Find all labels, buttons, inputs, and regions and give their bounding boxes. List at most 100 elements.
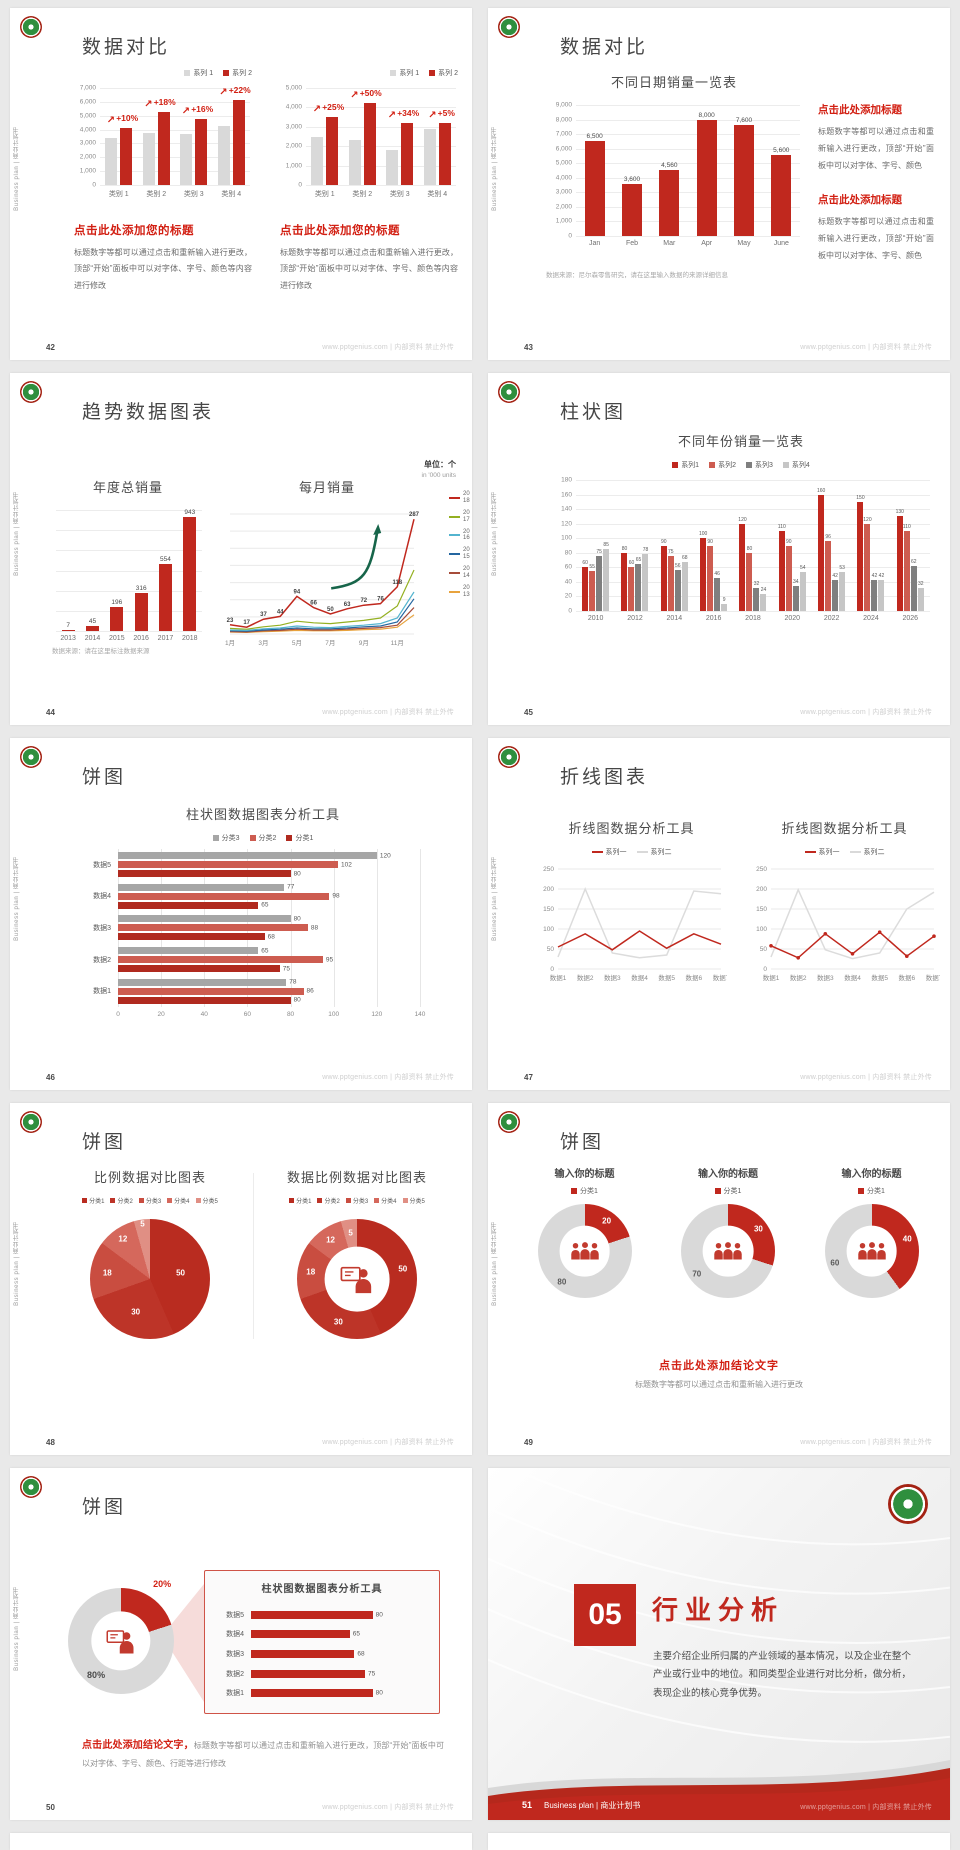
svg-text:23: 23 bbox=[227, 618, 234, 624]
page-title: 饼图 bbox=[560, 1132, 605, 1153]
chart-columns: 折线图数据分析工具 系列一 系列二 250 200 150 100 50 0 数据1 数据2 数据… bbox=[536, 818, 940, 983]
horizontal-bar-chart: 0 20 40 60 80 100 120 140 数据5 120 102 80 数据4 77 98 65 数据… bbox=[76, 847, 450, 1023]
slide-51[interactable]: 05 行业分析 主要介绍企业所归属的产业领域的基本情况，以及企业在整个产业或行业… bbox=[488, 1468, 950, 1820]
footer-watermark: www.pptgenius.com | 内部资料 禁止外传 bbox=[800, 709, 932, 716]
company-logo-icon bbox=[20, 1476, 42, 1498]
bar-chart-comparison-left: 7,000 6,000 5,000 4,000 3,000 2,000 1,000 0 ↗+10… bbox=[79, 84, 251, 199]
side-watermark: Business plan | 商业计划书 bbox=[14, 491, 20, 576]
conclusion-heading: 点击此处添加结论文字 bbox=[659, 1360, 779, 1372]
chart-title: 数据比例数据对比图表 bbox=[286, 1170, 427, 1185]
company-logo-icon bbox=[20, 746, 42, 768]
donut-chart: 50 30 18 12 5 bbox=[297, 1219, 417, 1339]
analysis-box: 柱状图数据图表分析工具 数据5 80 数据4 65 数据3 68 数据2 75 数据1 80 bbox=[204, 1570, 440, 1714]
svg-text:数据2: 数据2 bbox=[577, 973, 594, 982]
company-logo-icon bbox=[20, 1111, 42, 1133]
svg-text:94: 94 bbox=[294, 589, 301, 595]
svg-text:66: 66 bbox=[310, 601, 317, 607]
footer-watermark: www.pptgenius.com | 内部资料 禁止外传 bbox=[800, 1439, 932, 1446]
chart-legend: 分类1 bbox=[662, 1186, 795, 1196]
page-title: 饼图 bbox=[82, 1132, 127, 1153]
page-number: 49 bbox=[524, 1438, 533, 1447]
mini-bar-chart: 数据5 80 数据4 65 数据3 68 数据2 75 数据1 80 bbox=[226, 1610, 383, 1698]
column-divider bbox=[253, 1173, 254, 1339]
svg-text:50: 50 bbox=[760, 946, 768, 953]
section-heading: 点击此处添加您的标题 bbox=[74, 225, 194, 237]
footer-watermark: www.pptgenius.com | 内部资料 禁止外传 bbox=[322, 709, 454, 716]
slide-50[interactable]: Business plan | 商业计划书 饼图 20% 80% 柱状图数据图表分… bbox=[10, 1468, 472, 1820]
page-number: 45 bbox=[524, 708, 533, 717]
footer-watermark: www.pptgenius.com | 内部资料 禁止外传 bbox=[322, 1804, 454, 1811]
company-logo-icon bbox=[498, 381, 520, 403]
footer-watermark: www.pptgenius.com | 内部资料 禁止外传 bbox=[800, 1074, 932, 1081]
chart-legend: 系列 1 系列 2 bbox=[280, 68, 458, 78]
svg-text:数据3: 数据3 bbox=[817, 973, 834, 982]
chart-block: 不同日期销量一览表 9,000 8,000 7,000 6,000 5,000 4,000… bbox=[546, 72, 802, 279]
conclusion-lead: 点击此处添加结论文字， bbox=[82, 1740, 194, 1751]
svg-text:数据5: 数据5 bbox=[871, 973, 888, 982]
page-number: 43 bbox=[524, 343, 533, 352]
svg-text:数据1: 数据1 bbox=[763, 973, 780, 982]
slide-45[interactable]: Business plan | 商业计划书 柱状图 不同年份销量一览表 系列1 系… bbox=[488, 373, 950, 725]
svg-text:数据4: 数据4 bbox=[844, 973, 861, 982]
svg-text:50: 50 bbox=[327, 607, 334, 613]
side-watermark: Business plan | 商业计划书 bbox=[492, 856, 498, 941]
company-logo-icon bbox=[498, 1111, 520, 1133]
page-title: 折线图表 bbox=[560, 767, 649, 788]
svg-text:9月: 9月 bbox=[359, 639, 369, 647]
svg-text:数据7: 数据7 bbox=[713, 973, 727, 982]
chart-columns: 系列 1 系列 2 7,000 6,000 5,000 4,000 3,000 2,000 1… bbox=[74, 68, 460, 294]
chart-title: 不同日期销量一览表 bbox=[610, 75, 737, 90]
pie-chart: 50 30 18 12 5 bbox=[90, 1219, 210, 1339]
section-title: 行业分析 bbox=[652, 1595, 785, 1625]
svg-text:数据7: 数据7 bbox=[926, 973, 940, 982]
section-number: 05 bbox=[574, 1584, 636, 1646]
grouped-bar-chart-yearly: 180 160 140 120 100 80 60 40 20 0 60 55 75 85 2010 80 60… bbox=[561, 476, 932, 628]
block-title: 输入你的标题 bbox=[841, 1169, 902, 1180]
donut-block-1: 输入你的标题 分类1 20 80 bbox=[518, 1165, 651, 1298]
svg-text:118: 118 bbox=[392, 580, 402, 586]
svg-text:11月: 11月 bbox=[391, 639, 404, 647]
page-title: 饼图 bbox=[82, 1497, 127, 1518]
svg-text:17: 17 bbox=[243, 620, 250, 626]
side-watermark: Business plan | 商业计划书 bbox=[14, 856, 20, 941]
donut-block-2: 输入你的标题 分类1 30 70 bbox=[662, 1165, 795, 1298]
page-number: 46 bbox=[46, 1073, 55, 1082]
slide-43[interactable]: Business plan | 商业计划书 数据对比 不同日期销量一览表 9,0… bbox=[488, 8, 950, 360]
slide-42[interactable]: Business plan | 商业计划书 数据对比 系列 1 系列 2 7,00… bbox=[10, 8, 472, 360]
side-watermark: Business plan | 商业计划书 bbox=[492, 126, 498, 211]
svg-text:5月: 5月 bbox=[292, 639, 302, 647]
section-heading: 点击此处添加标题 bbox=[818, 104, 902, 116]
donut-block-3: 输入你的标题 分类1 40 60 bbox=[805, 1165, 938, 1298]
placeholder-text: 标题数字等都可以通过点击和重新输入进行更改，顶部“开始”面板中可以对字体、字号、… bbox=[818, 217, 934, 260]
svg-text:63: 63 bbox=[344, 602, 351, 608]
svg-text:44: 44 bbox=[277, 609, 284, 615]
line-chart-block-left: 折线图数据分析工具 系列一 系列二 250 200 150 100 50 0 数据1 数据2 数据… bbox=[536, 818, 727, 983]
slide-48[interactable]: Business plan | 商业计划书 饼图 比例数据对比图表 分类1 分类2… bbox=[10, 1103, 472, 1455]
slide-44[interactable]: Business plan | 商业计划书 趋势数据图表 单位：个 in '00… bbox=[10, 373, 472, 725]
chart-legend: 系列1 系列2 系列3 系列4 bbox=[550, 460, 932, 470]
conclusion-body: 标题数字等都可以通过点击和重新输入进行更改，顶部“开始”面板中可以对字体、字号、… bbox=[82, 1741, 444, 1768]
svg-text:0: 0 bbox=[550, 966, 554, 973]
company-logo-icon bbox=[498, 16, 520, 38]
slide-49[interactable]: Business plan | 商业计划书 饼图 输入你的标题 分类1 20 80… bbox=[488, 1103, 950, 1455]
block-title: 输入你的标题 bbox=[554, 1169, 615, 1180]
svg-text:37: 37 bbox=[260, 612, 267, 618]
presenter-icon bbox=[340, 1266, 372, 1294]
chart-block: 柱状图数据图表分析工具 分类3 分类2 分类1 0 20 40 60 80 100 120 140… bbox=[76, 804, 450, 1023]
company-logo-icon bbox=[498, 746, 520, 768]
svg-text:76: 76 bbox=[377, 597, 384, 603]
slide-46[interactable]: Business plan | 商业计划书 饼图 柱状图数据图表分析工具 分类3… bbox=[10, 738, 472, 1090]
line-chart-block-right: 折线图数据分析工具 系列一 系列二 250 200 150 100 50 0 数据1 数据2 数据… bbox=[749, 818, 940, 983]
slide-47[interactable]: Business plan | 商业计划书 折线图表 折线图数据分析工具 系列一… bbox=[488, 738, 950, 1090]
side-watermark: Business plan | 商业计划书 bbox=[492, 1221, 498, 1306]
placeholder-text: 标题数字等都可以通过点击和重新输入进行更改 bbox=[635, 1380, 803, 1389]
conclusion-text: 点击此处添加结论文字，标题数字等都可以通过点击和重新输入进行更改，顶部“开始”面… bbox=[82, 1736, 444, 1772]
donut-chart: 20 80 bbox=[537, 1204, 632, 1298]
svg-text:3月: 3月 bbox=[258, 639, 268, 647]
svg-text:287: 287 bbox=[409, 512, 420, 518]
side-watermark: Business plan | 商业计划书 bbox=[14, 1221, 20, 1306]
chart-title: 比例数据对比图表 bbox=[93, 1170, 206, 1185]
placeholder-text: 标题数字等都可以通过点击和重新输入进行更改，顶部“开始”面板中可以对字体、字号、… bbox=[280, 248, 458, 290]
block-title: 输入你的标题 bbox=[698, 1169, 758, 1180]
